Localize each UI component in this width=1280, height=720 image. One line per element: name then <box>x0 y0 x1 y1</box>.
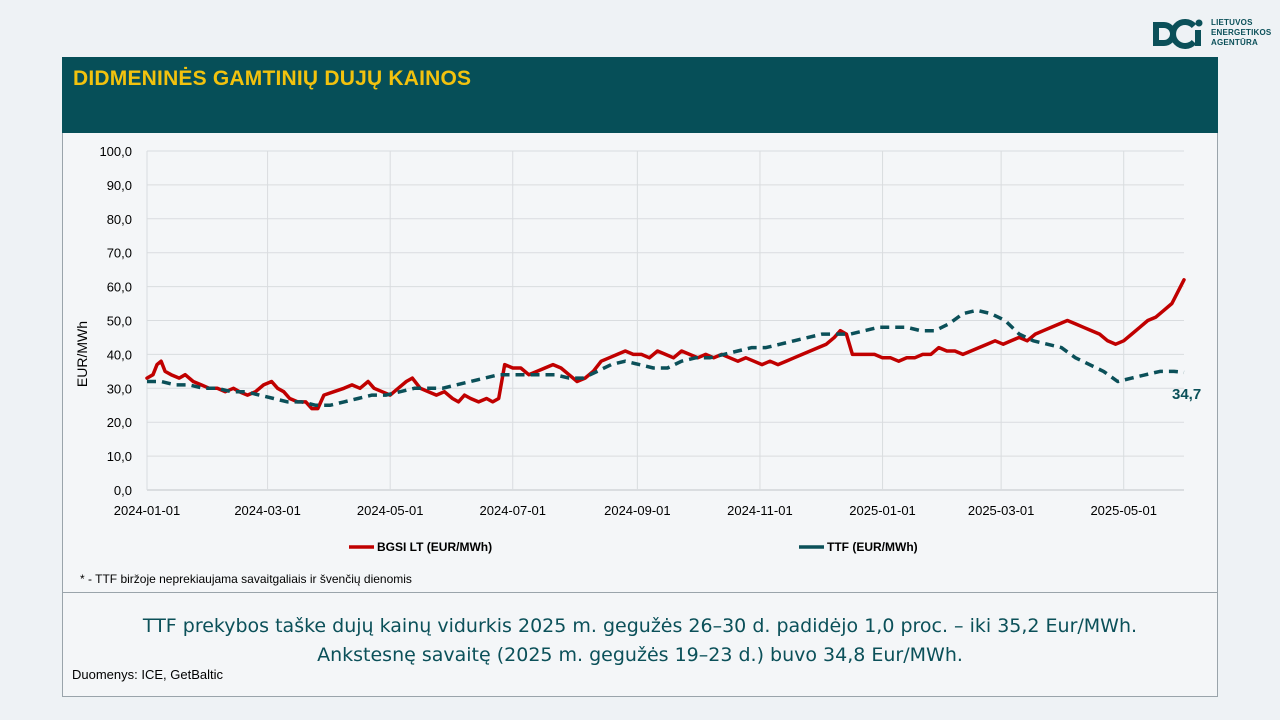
summary: TTF prekybos taške dujų kainų vidurkis 2… <box>62 612 1218 670</box>
logo-text: LIETUVOS ENERGETIKOS AGENTŪRA <box>1211 18 1271 48</box>
x-tick-label: 2024-03-01 <box>234 503 301 518</box>
divider <box>62 592 1218 593</box>
x-tick-label: 2025-05-01 <box>1090 503 1157 518</box>
y-axis-label: EUR/MWh <box>74 321 90 387</box>
logo-line-2: ENERGETIKOS <box>1211 28 1272 37</box>
logo-line-3: AGENTŪRA <box>1211 38 1258 47</box>
y-tick-label: 20,0 <box>107 415 132 430</box>
source-note: Duomenys: ICE, GetBaltic <box>72 667 223 682</box>
header-bar: DIDMENINĖS GAMTINIŲ DUJŲ KAINOS <box>62 57 1218 133</box>
page-title: DIDMENINĖS GAMTINIŲ DUJŲ KAINOS <box>73 67 472 90</box>
y-tick-label: 10,0 <box>107 449 132 464</box>
series-line-bgsi <box>145 278 1186 411</box>
y-tick-label: 80,0 <box>107 212 132 227</box>
footnote: * - TTF biržoje neprekiaujama savaitgali… <box>80 572 412 586</box>
x-tick-label: 2024-01-01 <box>114 503 181 518</box>
legend-label-ttf: TTF (EUR/MWh) <box>827 540 918 554</box>
grid-lines <box>146 150 1184 491</box>
y-tick-label: 50,0 <box>107 314 132 329</box>
y-tick-label: 40,0 <box>107 347 132 362</box>
summary-line-2: Ankstesnę savaitę (2025 m. gegužės 19–23… <box>317 644 963 666</box>
logo-mark-icon <box>1153 19 1203 49</box>
y-tick-label: 0,0 <box>114 483 132 498</box>
y-tick-label: 100,0 <box>99 144 132 159</box>
legend: BGSI LT (EUR/MWh) TTF (EUR/MWh) <box>349 540 918 554</box>
x-tick-label: 2024-11-01 <box>727 503 793 518</box>
y-tick-label: 90,0 <box>107 178 132 193</box>
legend-label-bgsi: BGSI LT (EUR/MWh) <box>377 540 492 554</box>
x-tick-label: 2024-05-01 <box>357 503 424 518</box>
y-tick-labels: 0,0 10,0 20,0 30,0 40,0 50,0 60,0 70,0 80,0 90,0 1… <box>99 144 132 498</box>
series-lines <box>145 278 1186 411</box>
ttf-end-value-label: 34,7 <box>1172 386 1201 403</box>
x-tick-label: 2024-09-01 <box>604 503 671 518</box>
x-tick-labels: 2024-01-01 2024-03-01 2024-05-01 2024-07-01… <box>114 503 1157 518</box>
y-tick-label: 60,0 <box>107 280 132 295</box>
logo: LIETUVOS ENERGETIKOS AGENTŪRA <box>1150 16 1271 52</box>
x-tick-label: 2025-03-01 <box>968 503 1034 518</box>
summary-line-1: TTF prekybos taške dujų kainų vidurkis 2… <box>142 615 1138 637</box>
y-tick-label: 70,0 <box>107 246 132 261</box>
x-tick-label: 2024-07-01 <box>480 503 547 518</box>
x-tick-label: 2025-01-01 <box>849 503 916 518</box>
y-tick-label: 30,0 <box>107 381 132 396</box>
slide-frame <box>62 57 1218 697</box>
price-chart: 0,0 10,0 20,0 30,0 40,0 50,0 60,0 70,0 80,0 90,0 1… <box>74 144 1201 554</box>
series-line-ttf <box>147 308 1185 408</box>
logo-line-1: LIETUVOS <box>1211 18 1253 27</box>
